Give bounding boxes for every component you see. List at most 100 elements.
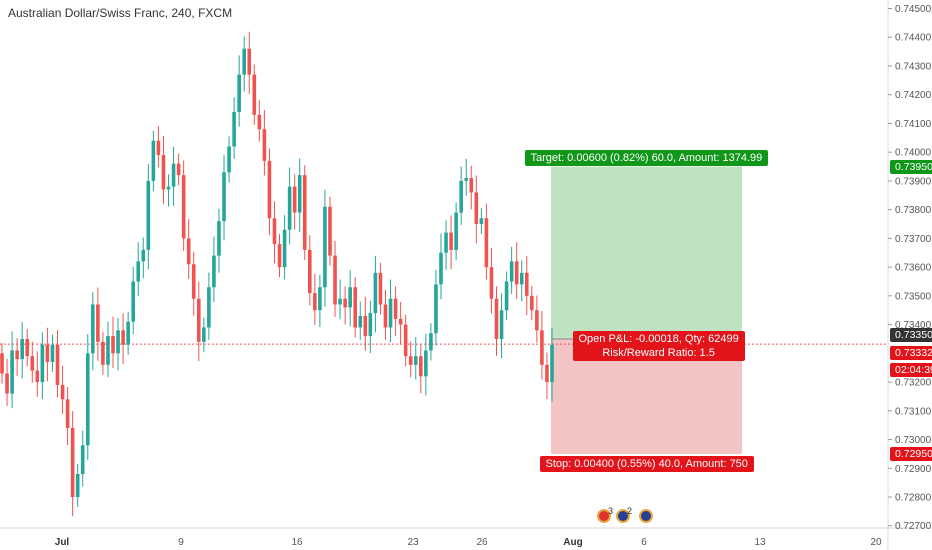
- candle-body: [267, 160, 272, 219]
- candle-body: [116, 330, 120, 354]
- open-pl-label[interactable]: Open P&L: -0.00018, Qty: 62499 Risk/Rewa…: [572, 330, 745, 361]
- price-tick-label: 0.73700: [895, 234, 932, 245]
- candle-body: [75, 474, 80, 498]
- price-tick-label: 0.73200: [895, 378, 932, 389]
- date-tick-label: 13: [754, 537, 766, 548]
- candle-body: [383, 304, 388, 328]
- candle-body: [429, 333, 433, 351]
- price-tick-label: 0.73400: [895, 320, 932, 331]
- candle-body: [494, 298, 499, 339]
- candle-body: [20, 338, 24, 360]
- current-price-tag: 0.73332: [890, 346, 932, 361]
- bar-countdown-tag: 02:04:39: [890, 363, 932, 378]
- candle-body: [136, 261, 141, 282]
- candle-body: [333, 255, 337, 305]
- candle-body: [207, 287, 211, 328]
- candle-body: [247, 48, 252, 75]
- candle-body: [181, 175, 186, 239]
- price-tick-label: 0.74400: [895, 33, 932, 44]
- candle-body: [484, 218, 489, 268]
- candle-body: [202, 327, 206, 342]
- candle-body: [277, 244, 282, 268]
- candle-body: [403, 324, 408, 357]
- open-pl-text: Open P&L: -0.00018, Qty: 62499: [578, 332, 739, 345]
- candle-body: [5, 373, 9, 394]
- date-tick-label: 9: [178, 537, 184, 548]
- candle-body: [323, 206, 327, 288]
- candle-body: [60, 384, 65, 400]
- candle-body: [257, 114, 262, 130]
- candle-body: [146, 180, 151, 250]
- candle-body: [151, 140, 156, 181]
- date-tick-label: 20: [870, 537, 882, 548]
- candle-body: [469, 178, 474, 193]
- event-count: 3: [608, 506, 614, 516]
- candle-body: [156, 140, 161, 156]
- candle-body: [535, 310, 539, 331]
- candle-body: [91, 304, 95, 354]
- candle-body: [40, 344, 45, 383]
- candle-body: [101, 341, 105, 365]
- candle-body: [353, 287, 358, 328]
- candle-body: [161, 155, 166, 190]
- date-tick-label: 16: [291, 537, 303, 548]
- event-australia-flag-icon[interactable]: [616, 509, 630, 523]
- candle-body: [55, 344, 60, 385]
- candle-body: [358, 315, 363, 328]
- price-tick-label: 0.74200: [895, 90, 932, 101]
- candle-body: [343, 298, 347, 308]
- candle-body: [227, 146, 231, 173]
- candle-body: [176, 163, 181, 176]
- candle-body: [272, 218, 277, 245]
- candle-body: [15, 350, 19, 360]
- price-tick-label: 0.72700: [895, 521, 932, 532]
- candle-body: [242, 48, 247, 75]
- target-label[interactable]: Target: 0.00600 (0.82%) 60.0, Amount: 13…: [524, 149, 769, 166]
- candle-body: [121, 330, 125, 345]
- date-tick-label: Aug: [563, 537, 582, 548]
- chart-title: Australian Dollar/Swiss Franc, 240, FXCM: [8, 6, 233, 20]
- candle-body: [368, 313, 373, 337]
- candle-body: [166, 186, 171, 190]
- candle-body: [217, 221, 221, 256]
- candle-body: [550, 344, 554, 383]
- candle-body: [25, 338, 30, 357]
- candle-body: [30, 356, 35, 371]
- candle-body: [307, 249, 312, 293]
- stop-label[interactable]: Stop: 0.00400 (0.55%) 40.0, Amount: 750: [539, 455, 754, 472]
- event-australia-flag-icon[interactable]: [639, 509, 653, 523]
- candle-body: [10, 350, 14, 394]
- price-tick-label: 0.73900: [895, 176, 932, 187]
- date-tick-label: 6: [641, 537, 647, 548]
- candle-body: [212, 255, 216, 288]
- price-tick-label: 0.74000: [895, 148, 932, 159]
- candle-body: [302, 175, 307, 250]
- date-tick-label: 23: [407, 537, 419, 548]
- candle-body: [45, 344, 50, 362]
- candle-body: [540, 330, 544, 365]
- candle-body: [408, 356, 413, 365]
- candle-body: [313, 292, 317, 311]
- candle-body: [474, 192, 479, 225]
- candle-body: [106, 336, 110, 365]
- candle-body: [424, 350, 428, 377]
- candle-body: [196, 298, 201, 342]
- candle-body: [141, 249, 146, 262]
- candle-body: [252, 74, 257, 115]
- candle-body: [378, 272, 383, 305]
- candle-body: [388, 298, 393, 328]
- candle-body: [454, 212, 458, 250]
- risk-reward-text: Risk/Reward Ratio: 1.5: [602, 346, 715, 359]
- candle-body: [65, 399, 70, 429]
- candle-body: [398, 318, 403, 325]
- candle-body: [348, 287, 352, 308]
- price-tick-label: 0.74500: [895, 4, 932, 15]
- price-tick-label: 0.74100: [895, 119, 932, 130]
- candle-body: [85, 353, 90, 446]
- event-swiss-flag-icon[interactable]: [597, 509, 611, 523]
- candle-body: [373, 272, 378, 314]
- candle-body: [232, 111, 236, 147]
- candle-body: [524, 272, 529, 296]
